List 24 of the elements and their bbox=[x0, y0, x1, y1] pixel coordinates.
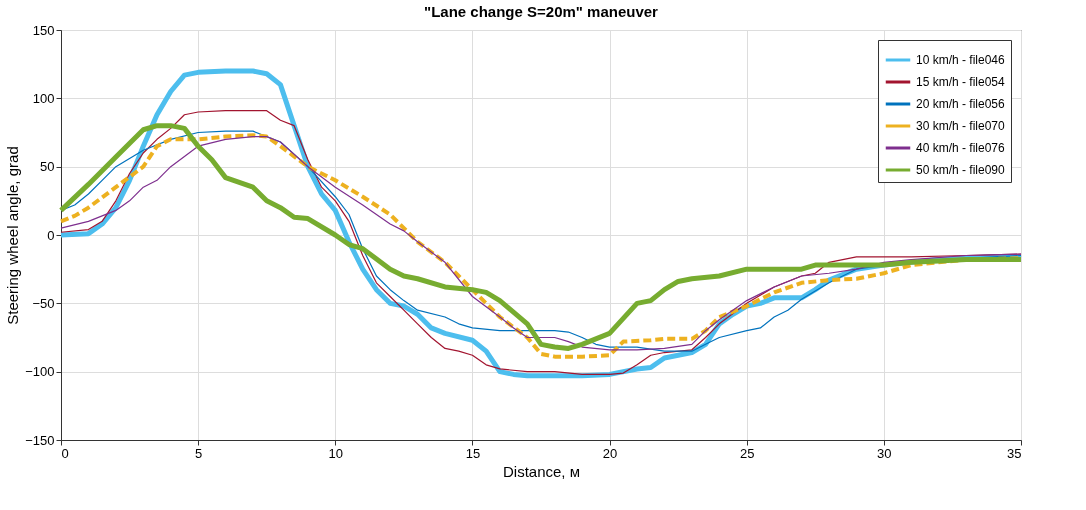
y-tick-label: 0 bbox=[47, 227, 55, 243]
y-axis-title: Steering wheel angle, grad bbox=[4, 146, 22, 325]
x-tick-label: 15 bbox=[465, 445, 481, 461]
x-axis-title: Distance, м bbox=[502, 462, 581, 480]
x-tick-label: 0 bbox=[61, 445, 69, 461]
x-tick-label: 30 bbox=[877, 445, 892, 461]
legend-label: 20 km/h - file056 bbox=[916, 97, 1006, 111]
x-tick-label: 35 bbox=[1007, 445, 1022, 461]
x-tick-label: 25 bbox=[739, 445, 755, 461]
y-tick-label: 100 bbox=[32, 90, 55, 106]
legend-label: 50 km/h - file090 bbox=[916, 163, 1006, 177]
legend-label: 30 km/h - file070 bbox=[916, 119, 1006, 133]
legend-label: 15 km/h - file054 bbox=[916, 75, 1006, 89]
x-tick-label: 5 bbox=[195, 445, 203, 461]
y-tick-label: −150 bbox=[25, 432, 55, 448]
x-tick-label: 20 bbox=[602, 445, 618, 461]
chart-title: "Lane change S=20m" maneuver bbox=[424, 3, 659, 20]
y-tick-label: 50 bbox=[40, 159, 55, 175]
y-tick-label: −50 bbox=[32, 295, 55, 311]
y-tick-label: 150 bbox=[32, 22, 55, 38]
x-tick-label: 10 bbox=[328, 445, 344, 461]
legend-label: 40 km/h - file076 bbox=[916, 141, 1006, 155]
legend-label: 10 km/h - file046 bbox=[916, 53, 1006, 67]
y-tick-label: −100 bbox=[25, 364, 55, 380]
